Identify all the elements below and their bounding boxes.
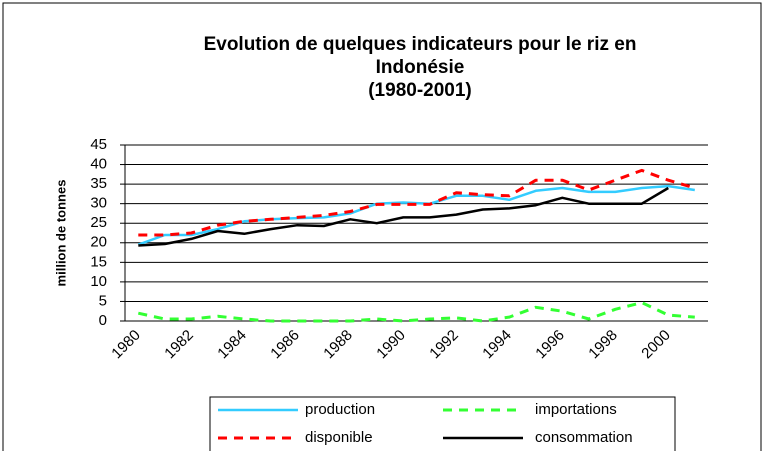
y-tick-label: 10 <box>90 273 107 290</box>
chart-title: Evolution de quelques indicateurs pour l… <box>204 34 637 55</box>
series-line <box>138 186 669 247</box>
x-tick-label: 1992 <box>426 327 462 363</box>
y-axis-label: million de tonnes <box>53 180 68 287</box>
x-tick-label: 1998 <box>585 327 621 363</box>
legend-label: disponible <box>305 429 373 446</box>
chart-title: (1980-2001) <box>368 80 472 101</box>
y-tick-label: 30 <box>90 195 107 212</box>
series-line <box>137 184 695 246</box>
x-tick-label: 1988 <box>320 327 356 363</box>
y-tick-label: 35 <box>90 175 107 192</box>
y-tick-label: 20 <box>90 234 107 251</box>
y-tick-label: 25 <box>90 214 107 231</box>
legend-label: consommation <box>535 429 633 446</box>
x-tick-label: 1994 <box>479 327 515 363</box>
x-tick-label: 1996 <box>532 327 568 363</box>
x-tick-label: 1990 <box>373 327 409 363</box>
series-line <box>137 301 695 323</box>
y-tick-label: 15 <box>90 253 107 270</box>
y-tick-label: 45 <box>90 136 107 153</box>
legend-label: importations <box>535 401 617 418</box>
x-tick-label: 1980 <box>108 327 144 363</box>
x-tick-label: 1986 <box>267 327 303 363</box>
legend-box <box>209 396 676 451</box>
x-tick-label: 2000 <box>638 327 674 363</box>
y-tick-label: 5 <box>99 292 107 309</box>
legend-label: production <box>305 401 375 418</box>
y-tick-label: 0 <box>99 312 107 329</box>
x-tick-label: 1984 <box>214 327 250 363</box>
chart-title: Indonésie <box>376 57 465 78</box>
y-tick-label: 40 <box>90 156 107 173</box>
x-tick-label: 1982 <box>161 327 197 363</box>
